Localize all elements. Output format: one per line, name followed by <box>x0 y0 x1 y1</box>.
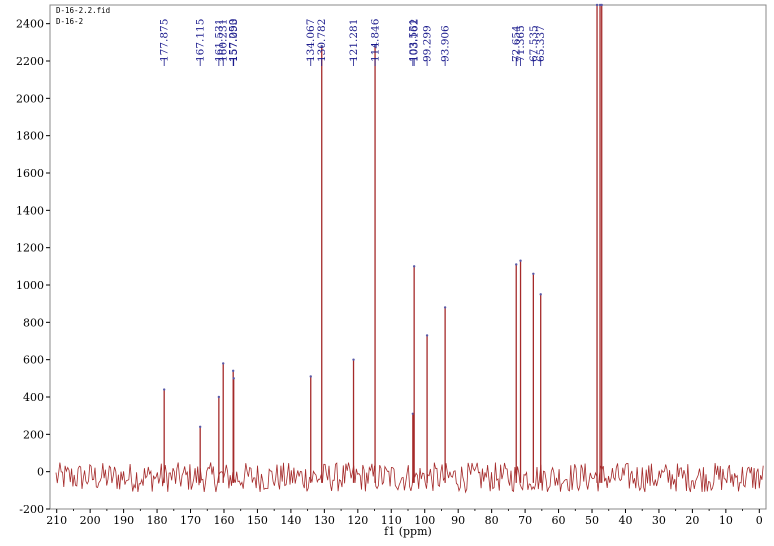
x-tick-label: 10 <box>719 514 733 527</box>
x-tick-label: 100 <box>414 514 435 527</box>
x-tick-label: 40 <box>618 514 632 527</box>
y-tick-label: 2400 <box>16 18 44 31</box>
x-tick-label: 120 <box>347 514 368 527</box>
y-axis: -200 0 200 400 600 800 1000 1200 1400 1600 1800 200… <box>16 18 50 516</box>
y-tick-label: 800 <box>23 316 44 329</box>
spectrum-peak-tip <box>595 3 599 7</box>
spectrum-noise-trace <box>55 462 764 494</box>
y-tick-label: 400 <box>23 391 44 404</box>
sample-name-label: D-16-2 <box>56 17 83 26</box>
y-tick-label: 1800 <box>16 130 44 143</box>
spectrum-peak-tip <box>309 375 312 378</box>
spectrum-peak-tip <box>425 334 429 337</box>
spectrum-peak-tip <box>352 358 355 361</box>
x-tick-label: 210 <box>46 514 67 527</box>
x-tick-label: 140 <box>280 514 301 527</box>
peak-label-1: 167.115 <box>195 19 207 62</box>
y-tick-label: 200 <box>23 428 44 441</box>
spectrum-peak-tip <box>519 259 522 262</box>
plot-frame <box>49 4 767 510</box>
spectrum-peak-tip <box>532 272 535 275</box>
peak-label-layer: 177.875 167.115 161.531160.231157.250157.0… <box>159 18 547 66</box>
peak-label-5: 157.093 <box>228 19 240 62</box>
spectrum-peak-tip <box>598 3 602 7</box>
spectrum-layer <box>55 3 764 494</box>
x-tick-label: 0 <box>756 514 763 527</box>
x-tick-label: 60 <box>552 514 566 527</box>
x-tick-label: 200 <box>80 514 101 527</box>
x-tick-label: 110 <box>381 514 402 527</box>
spectrum-peak-tip <box>222 362 225 365</box>
y-tick-label: 1400 <box>16 204 44 217</box>
peak-label-16: 67.535 <box>528 25 540 62</box>
peak-label-12: 99.299 <box>422 25 434 62</box>
peak-label-4: 157.250 <box>228 19 240 62</box>
x-tick-label: 50 <box>585 514 599 527</box>
spectrum-peak-tip <box>515 263 518 266</box>
y-tick-label: 1000 <box>16 279 44 292</box>
spectrum-peak-tip <box>217 395 221 399</box>
file-name-label: D-16-2.2.fid <box>56 6 110 15</box>
peak-label-9: 114.846 <box>370 18 382 62</box>
peak-label-10: 103.551 <box>407 19 419 62</box>
x-tick-label: 190 <box>113 514 134 527</box>
peak-label-7: 130.782 <box>316 19 328 62</box>
x-axis-title: f1 (ppm) <box>384 525 432 538</box>
peak-label-13: 93.906 <box>440 25 452 62</box>
spectrum-peak-tip <box>373 44 377 48</box>
peak-label-3: 160.231 <box>218 19 230 62</box>
x-tick-label: 30 <box>652 514 666 527</box>
y-tick-label: 2200 <box>16 55 44 68</box>
x-tick-label: 70 <box>518 514 532 527</box>
spectrum-peak-tip <box>600 3 603 7</box>
spectrum-peak-tip <box>198 425 202 429</box>
peak-label-14: 72.654 <box>511 25 523 62</box>
peak-label-0: 177.875 <box>159 19 171 62</box>
peak-label-2: 161.531 <box>213 19 225 62</box>
spectrum-peak-tip <box>320 44 323 48</box>
x-tick-label: 180 <box>147 514 168 527</box>
x-tick-label: 160 <box>213 514 234 527</box>
y-tick-label: -200 <box>19 503 44 516</box>
spectrum-peak-tip <box>231 369 235 373</box>
x-tick-label: 80 <box>485 514 499 527</box>
peak-label-6: 134.067 <box>305 19 317 62</box>
x-tick-label: 170 <box>180 514 201 527</box>
spectrum-peak-tip <box>162 388 166 391</box>
y-tick-label: 1600 <box>16 167 44 180</box>
spectrum-peak-tip <box>232 377 235 380</box>
peak-label-15: 71.365 <box>515 25 527 62</box>
spectrum-peak-tip <box>411 412 415 415</box>
x-tick-label: 130 <box>314 514 335 527</box>
x-axis: 210 200 190 180 170 160 150 140 130 120 110 100 90 80… <box>46 509 763 527</box>
x-tick-label: 20 <box>685 514 699 527</box>
x-tick-label: 150 <box>247 514 268 527</box>
peak-label-17: 65.337 <box>535 25 547 62</box>
spectrum-peak-tip <box>539 293 542 296</box>
peak-label-8: 121.281 <box>348 19 360 62</box>
spectrum-peak-tip <box>443 306 447 309</box>
y-tick-label: 0 <box>37 466 44 479</box>
x-tick-label: 90 <box>451 514 465 527</box>
y-tick-label: 600 <box>23 354 44 367</box>
spectrum-peak-tip <box>412 265 416 268</box>
y-tick-label: 1200 <box>16 242 44 255</box>
peak-label-11: 103.162 <box>409 19 421 62</box>
y-tick-label: 2000 <box>16 92 44 105</box>
